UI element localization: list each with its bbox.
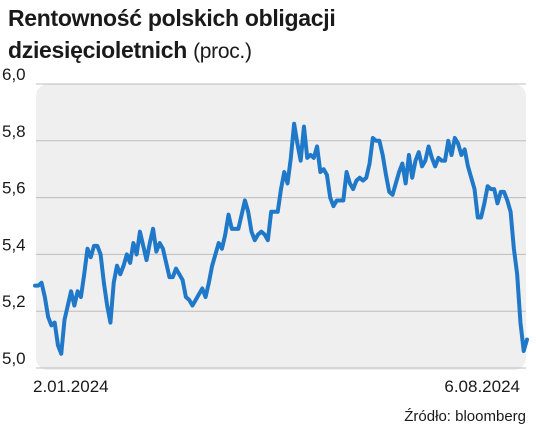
- x-tick-label: 6.08.2024: [444, 377, 520, 396]
- series-line: [33, 121, 529, 356]
- y-axis-tick-labels: 6,0 5,8 5,6 5,4 5,2 5,0: [2, 65, 26, 368]
- y-tick-label: 6,0: [2, 65, 26, 84]
- y-tick-label: 5,0: [2, 349, 26, 368]
- chart-title: Rentowność polskich obligacji dziesięcio…: [8, 2, 528, 68]
- title-line-2: dziesięcioletnich: [8, 37, 187, 63]
- plot-background: [36, 84, 526, 370]
- y-tick-label: 5,4: [2, 235, 26, 254]
- y-tick-label: 5,8: [2, 122, 26, 141]
- y-tick-label: 5,2: [2, 292, 26, 311]
- x-axis-tick-labels: 2.01.2024 6.08.2024: [33, 377, 520, 396]
- unit-label: (proc.): [193, 40, 252, 63]
- x-tick-label: 2.01.2024: [33, 377, 109, 396]
- y-tick-label: 5,6: [2, 179, 26, 198]
- source-note: Źródło: bloomberg: [404, 408, 526, 425]
- title-line-1: Rentowność polskich obligacji: [8, 5, 336, 31]
